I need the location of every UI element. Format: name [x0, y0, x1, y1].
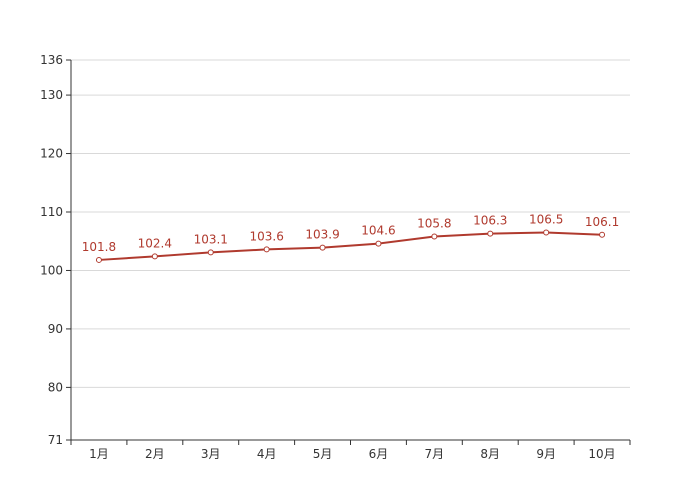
x-tick-label: 3月	[201, 447, 221, 461]
data-label: 106.1	[585, 215, 619, 229]
series-line	[98, 231, 603, 261]
data-point	[487, 230, 494, 237]
y-tick-label: 136	[40, 53, 63, 67]
data-label: 101.8	[82, 240, 116, 254]
y-tick-label: 100	[40, 263, 63, 277]
x-tick-label: 8月	[480, 447, 500, 461]
data-label: 105.8	[417, 217, 451, 231]
data-label: 106.3	[473, 214, 507, 228]
data-point	[319, 244, 326, 251]
data-point	[431, 233, 438, 240]
data-labels: 101.8 102.4 103.1 103.6 103.9 104.6 105.8 106.3…	[82, 212, 619, 253]
data-label: 102.4	[138, 236, 172, 250]
x-tick-label: 5月	[313, 447, 333, 461]
data-point	[151, 253, 158, 260]
data-label: 103.6	[249, 229, 283, 243]
data-point	[95, 256, 102, 263]
y-tick-label: 130	[40, 88, 63, 102]
data-point	[375, 240, 382, 247]
x-tick-label: 9月	[536, 447, 556, 461]
data-label: 103.1	[194, 232, 228, 246]
grid-lines	[71, 59, 630, 388]
x-tick-label: 7月	[425, 447, 445, 461]
data-point	[263, 246, 270, 253]
x-tick-label: 2月	[145, 447, 165, 461]
series-group	[95, 229, 606, 263]
y-tick-label: 110	[40, 205, 63, 219]
data-label: 104.6	[361, 224, 395, 238]
x-tick-label: 6月	[369, 447, 389, 461]
data-point	[543, 229, 550, 236]
y-tick-label: 71	[48, 433, 63, 447]
y-tick-label: 120	[40, 147, 63, 161]
data-point	[207, 249, 214, 256]
y-tick-label: 80	[48, 380, 63, 394]
x-tick-label: 10月	[588, 447, 615, 461]
x-tick-label: 4月	[257, 447, 277, 461]
x-tick-label: 1月	[89, 447, 109, 461]
y-tick-label: 90	[48, 322, 63, 336]
data-label: 103.9	[305, 228, 339, 242]
data-label: 106.5	[529, 212, 563, 226]
axes: 71 80 90 100 110 120 130 136 1月 2月 3月 4月 5月 6月 7月 8月 9月 1…	[40, 53, 631, 461]
data-point	[599, 231, 606, 238]
